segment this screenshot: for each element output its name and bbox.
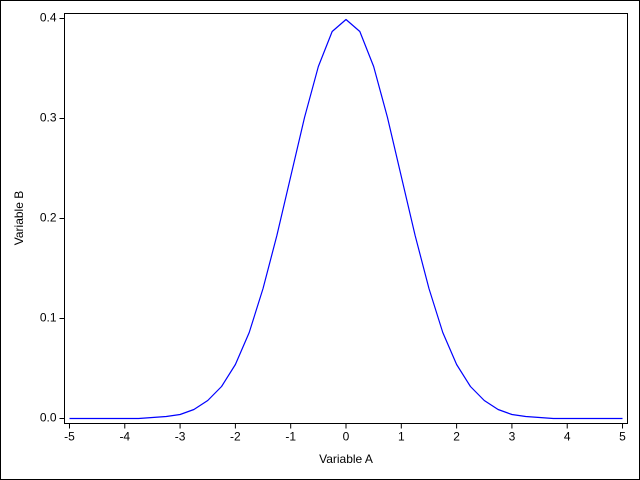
y-tick-label: 0.3	[40, 111, 57, 125]
x-tick-label: 2	[453, 430, 460, 444]
x-tick-label: -5	[64, 430, 75, 444]
x-tick-label: 5	[619, 430, 626, 444]
y-tick-label: 0.1	[40, 311, 57, 325]
y-tick-label: 0.2	[40, 211, 57, 225]
x-tick-label: -1	[285, 430, 296, 444]
y-tick-label: 0.0	[40, 411, 57, 425]
data-line	[69, 18, 623, 420]
x-tick-label: -3	[175, 430, 186, 444]
x-tick-label: 3	[509, 430, 516, 444]
x-tick-label: 0	[343, 430, 350, 444]
y-tick-label: 0.4	[40, 11, 57, 25]
x-tick-label: -2	[230, 430, 241, 444]
x-tick-label: -4	[119, 430, 130, 444]
x-tick-label: 4	[564, 430, 571, 444]
x-tick-label: 1	[398, 430, 405, 444]
x-axis-label: Variable A	[319, 452, 373, 466]
y-axis-label: Variable B	[12, 191, 26, 245]
